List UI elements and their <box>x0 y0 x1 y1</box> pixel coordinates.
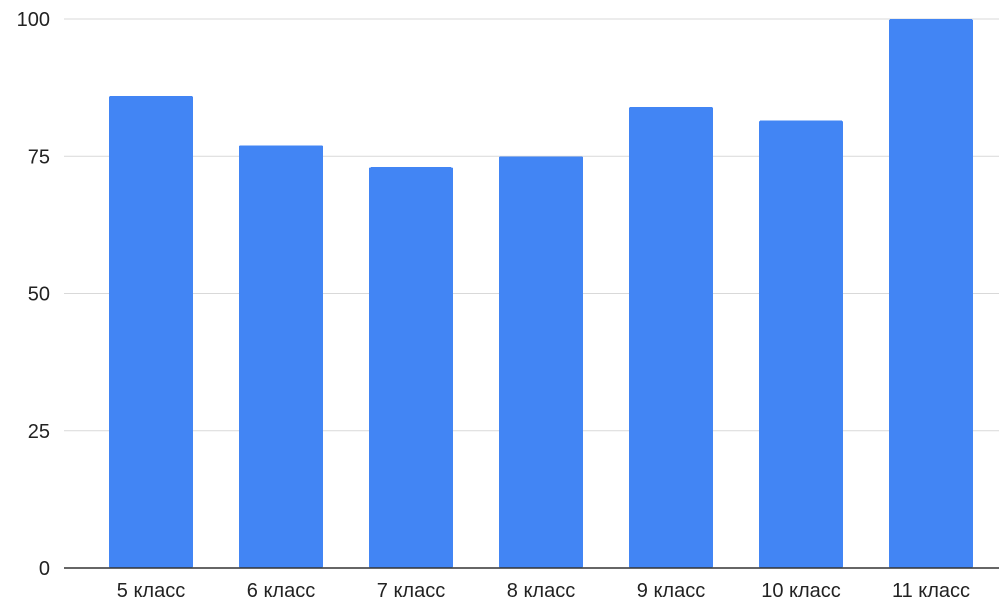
y-tick-label: 100 <box>17 9 50 31</box>
bar <box>759 121 843 568</box>
x-tick-label: 5 класс <box>117 580 185 602</box>
x-tick-label: 8 класс <box>507 580 575 602</box>
x-tick-label: 10 класс <box>761 580 841 602</box>
bar <box>239 145 323 568</box>
x-tick-label: 6 класс <box>247 580 315 602</box>
x-tick-label: 9 класс <box>637 580 705 602</box>
y-tick-label: 0 <box>39 558 50 580</box>
bar <box>109 96 193 568</box>
bar <box>889 19 973 568</box>
x-tick-label: 7 класс <box>377 580 445 602</box>
x-tick-label: 11 класс <box>892 580 970 602</box>
bar <box>629 107 713 568</box>
bar <box>369 167 453 568</box>
y-tick-label: 75 <box>28 146 50 168</box>
bar <box>499 156 583 568</box>
y-tick-label: 25 <box>28 421 50 443</box>
y-tick-label: 50 <box>28 284 50 306</box>
